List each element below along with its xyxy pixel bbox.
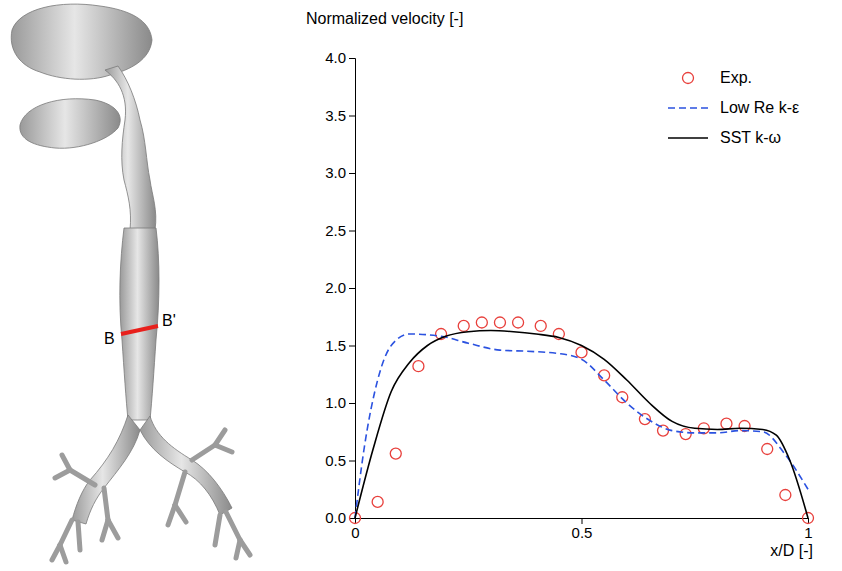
legend-label: SST k-ω [720,129,781,146]
x-axis: 00.51 [351,518,812,541]
tick-mark [349,173,355,174]
tick-mark [349,461,355,462]
airway-branch [215,430,225,445]
tick: 0 [351,518,359,541]
airway-branch [108,520,118,538]
airway-part [105,66,156,230]
airway-branch [192,445,215,460]
tick: 4.0 [325,49,355,66]
data-line [355,334,808,518]
tick: 1 [804,518,812,541]
legend-line [668,107,708,109]
data-point [413,361,424,372]
data-point [535,320,546,331]
tick-label: 3.0 [325,164,346,181]
tick-label: 1.0 [325,394,346,411]
data-point [680,429,691,440]
data-point [513,317,524,328]
airway-branch [226,512,240,540]
airway-part [120,228,159,420]
airway-model [11,4,250,562]
data-point [617,392,628,403]
tick-mark [349,346,355,347]
legend-line [668,137,708,139]
tick-label: 1 [804,524,812,541]
annotation: B [104,330,115,347]
airway-branch [70,470,95,485]
tick-label: 0.0 [325,509,346,526]
airway-part [140,416,232,515]
airway-branch [62,455,70,470]
data-line [355,331,808,518]
airway-branch [168,505,175,525]
legend-item: Low Re k-ε [668,99,799,116]
airway-branch [215,445,232,452]
annotation: B' [162,312,176,329]
x-axis-title: x/D [-] [770,542,813,559]
airway-branch [175,472,185,505]
legend-marker [683,73,694,84]
data-point [372,496,383,507]
tick: 2.5 [325,222,355,239]
tick-label: 2.0 [325,279,346,296]
tick: 2.0 [325,279,355,296]
airway-branch [55,470,70,478]
airway-part [11,4,152,79]
tick-mark [349,58,355,59]
tick: 1.5 [325,337,355,354]
y-axis-title: Normalized velocity [-] [306,10,463,27]
tick-label: 0 [351,524,359,541]
airway-branch [60,520,72,545]
airway-part [20,99,120,149]
tick: 0.5 [572,518,593,541]
figure: BB'0.00.51.01.52.02.53.03.54.000.51Norma… [0,0,842,571]
data-point [390,448,401,459]
tick-label: 0.5 [325,452,346,469]
data-point [780,490,791,501]
axis-line [349,59,356,519]
tick: 1.0 [325,394,355,411]
legend-item: Exp. [683,69,753,86]
airway-branch [78,522,80,550]
airway-branch [240,540,250,555]
legend-label: Exp. [720,69,752,86]
tick-label: 3.5 [325,107,346,124]
tick-label: 1.5 [325,337,346,354]
data-point [762,444,773,455]
legend-label: Low Re k-ε [720,99,799,116]
section-line [121,326,158,334]
data-point [658,425,669,436]
tick-label: 4.0 [325,49,346,66]
airway-branch [175,505,186,522]
data-point [721,418,732,429]
tick-mark [349,288,355,289]
tick-mark [349,403,355,404]
y-axis: 0.0 0.5 1.0 1.5 2.0 2.5 3.0 3.5 4.0 [325,49,355,526]
airway-branch [104,488,108,520]
airway-branch [60,545,66,562]
data-point [576,347,587,358]
tick: 0.5 [325,452,355,469]
tick-label: 2.5 [325,222,346,239]
tick: 3.0 [325,164,355,181]
data-point [494,317,505,328]
airway-part [72,415,140,524]
data-point [458,320,469,331]
airway-branch [215,515,220,545]
legend: Exp. Low Re k-ε SST k-ω [668,69,799,146]
data-point [476,317,487,328]
tick: 3.5 [325,107,355,124]
tick-label: 0.5 [572,524,593,541]
legend-item: SST k-ω [668,129,781,146]
tick-mark [349,231,355,232]
tick-mark [349,116,355,117]
plot-area [350,317,814,524]
